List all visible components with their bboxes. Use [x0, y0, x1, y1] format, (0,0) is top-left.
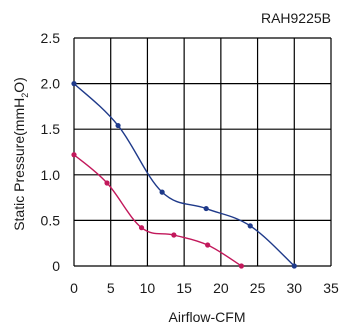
y-tick-label: 0	[52, 258, 60, 274]
y-tick-label: 0.5	[41, 212, 61, 228]
series-point-2	[71, 152, 77, 158]
series-point-1	[247, 223, 253, 229]
series-point-2	[171, 232, 177, 238]
y-tick-label: 2.0	[41, 76, 61, 92]
x-tick-label: 15	[176, 280, 192, 296]
series-point-1	[291, 263, 297, 269]
y-axis-label-subscript: 2	[20, 93, 30, 98]
series-layer	[71, 81, 297, 269]
x-tick-label: 20	[213, 280, 229, 296]
x-tick-label: 10	[140, 280, 156, 296]
y-tick-label: 2.5	[41, 30, 61, 46]
tick-labels: 0 5 10 15 20 25 30 35 0 0.5 1.0 1.5 2.0 2.5	[41, 30, 339, 296]
series-point-1	[159, 189, 165, 195]
x-tick-label: 25	[250, 280, 266, 296]
y-axis-label-main: Static Pressure(mmH	[11, 98, 27, 231]
x-axis-label: Airflow-CFM	[169, 309, 246, 325]
y-tick-label: 1.0	[41, 167, 61, 183]
series-point-1	[203, 205, 209, 212]
series-point-1	[71, 81, 77, 87]
grid	[73, 37, 332, 267]
chart-title: RAH9225B	[261, 10, 331, 26]
series-point-1	[115, 122, 121, 129]
series-point-2	[205, 242, 211, 248]
y-axis-label-tail: O)	[11, 77, 27, 93]
x-tick-label: 35	[323, 280, 339, 296]
series-point-2	[238, 263, 245, 269]
series-line-2	[73, 154, 242, 267]
y-tick-label: 1.5	[41, 121, 61, 137]
x-tick-label: 30	[286, 280, 302, 296]
x-tick-label: 0	[70, 280, 78, 296]
y-axis-label: Static Pressure(mmH2O)	[11, 77, 30, 231]
series-point-2	[104, 180, 110, 186]
x-tick-label: 5	[107, 280, 115, 296]
series-point-2	[138, 225, 145, 231]
